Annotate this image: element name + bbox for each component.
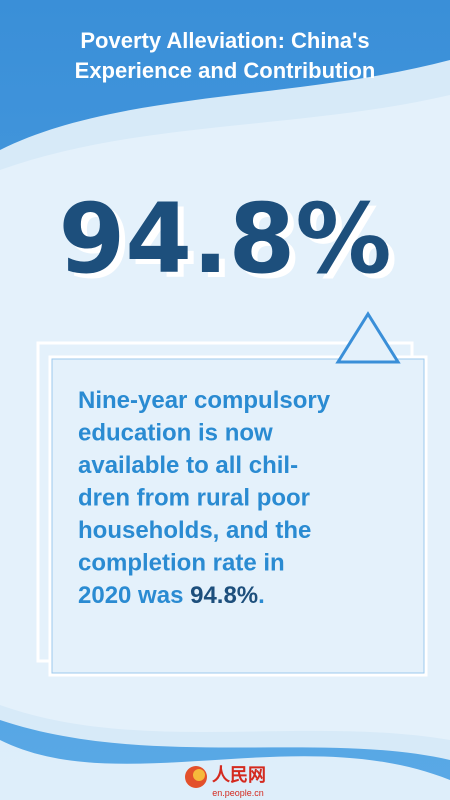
title-line: Experience and Contribution bbox=[75, 58, 376, 83]
frame-front bbox=[48, 355, 428, 677]
highlight: 94.8% bbox=[190, 582, 258, 609]
stat-shadow: 94.8% bbox=[64, 188, 397, 300]
site: en.people.cn bbox=[212, 788, 264, 798]
frame-inner bbox=[51, 358, 425, 674]
title-line: Poverty Alleviation: China's bbox=[80, 28, 369, 53]
body-part: 2020 was bbox=[78, 582, 190, 609]
body-line: dren from rural poor bbox=[78, 485, 310, 512]
logo-icon-inner bbox=[193, 769, 205, 781]
body-line: households, and the bbox=[78, 517, 311, 544]
body-text: Nine-year compulsory education is now avai… bbox=[78, 387, 331, 609]
logo: 人民网 bbox=[212, 765, 266, 786]
body-line: Nine-year compulsory bbox=[78, 387, 331, 414]
body-line: available to all chil- bbox=[78, 452, 298, 479]
stat: 94.8% bbox=[58, 183, 391, 295]
body-line: completion rate in bbox=[78, 550, 285, 577]
body-part: . bbox=[258, 582, 265, 609]
body-line: 2020 was 94.8%. bbox=[78, 582, 265, 609]
triangle bbox=[335, 311, 401, 364]
wave-bottom bbox=[0, 740, 450, 800]
body-line: education is now bbox=[78, 420, 273, 447]
